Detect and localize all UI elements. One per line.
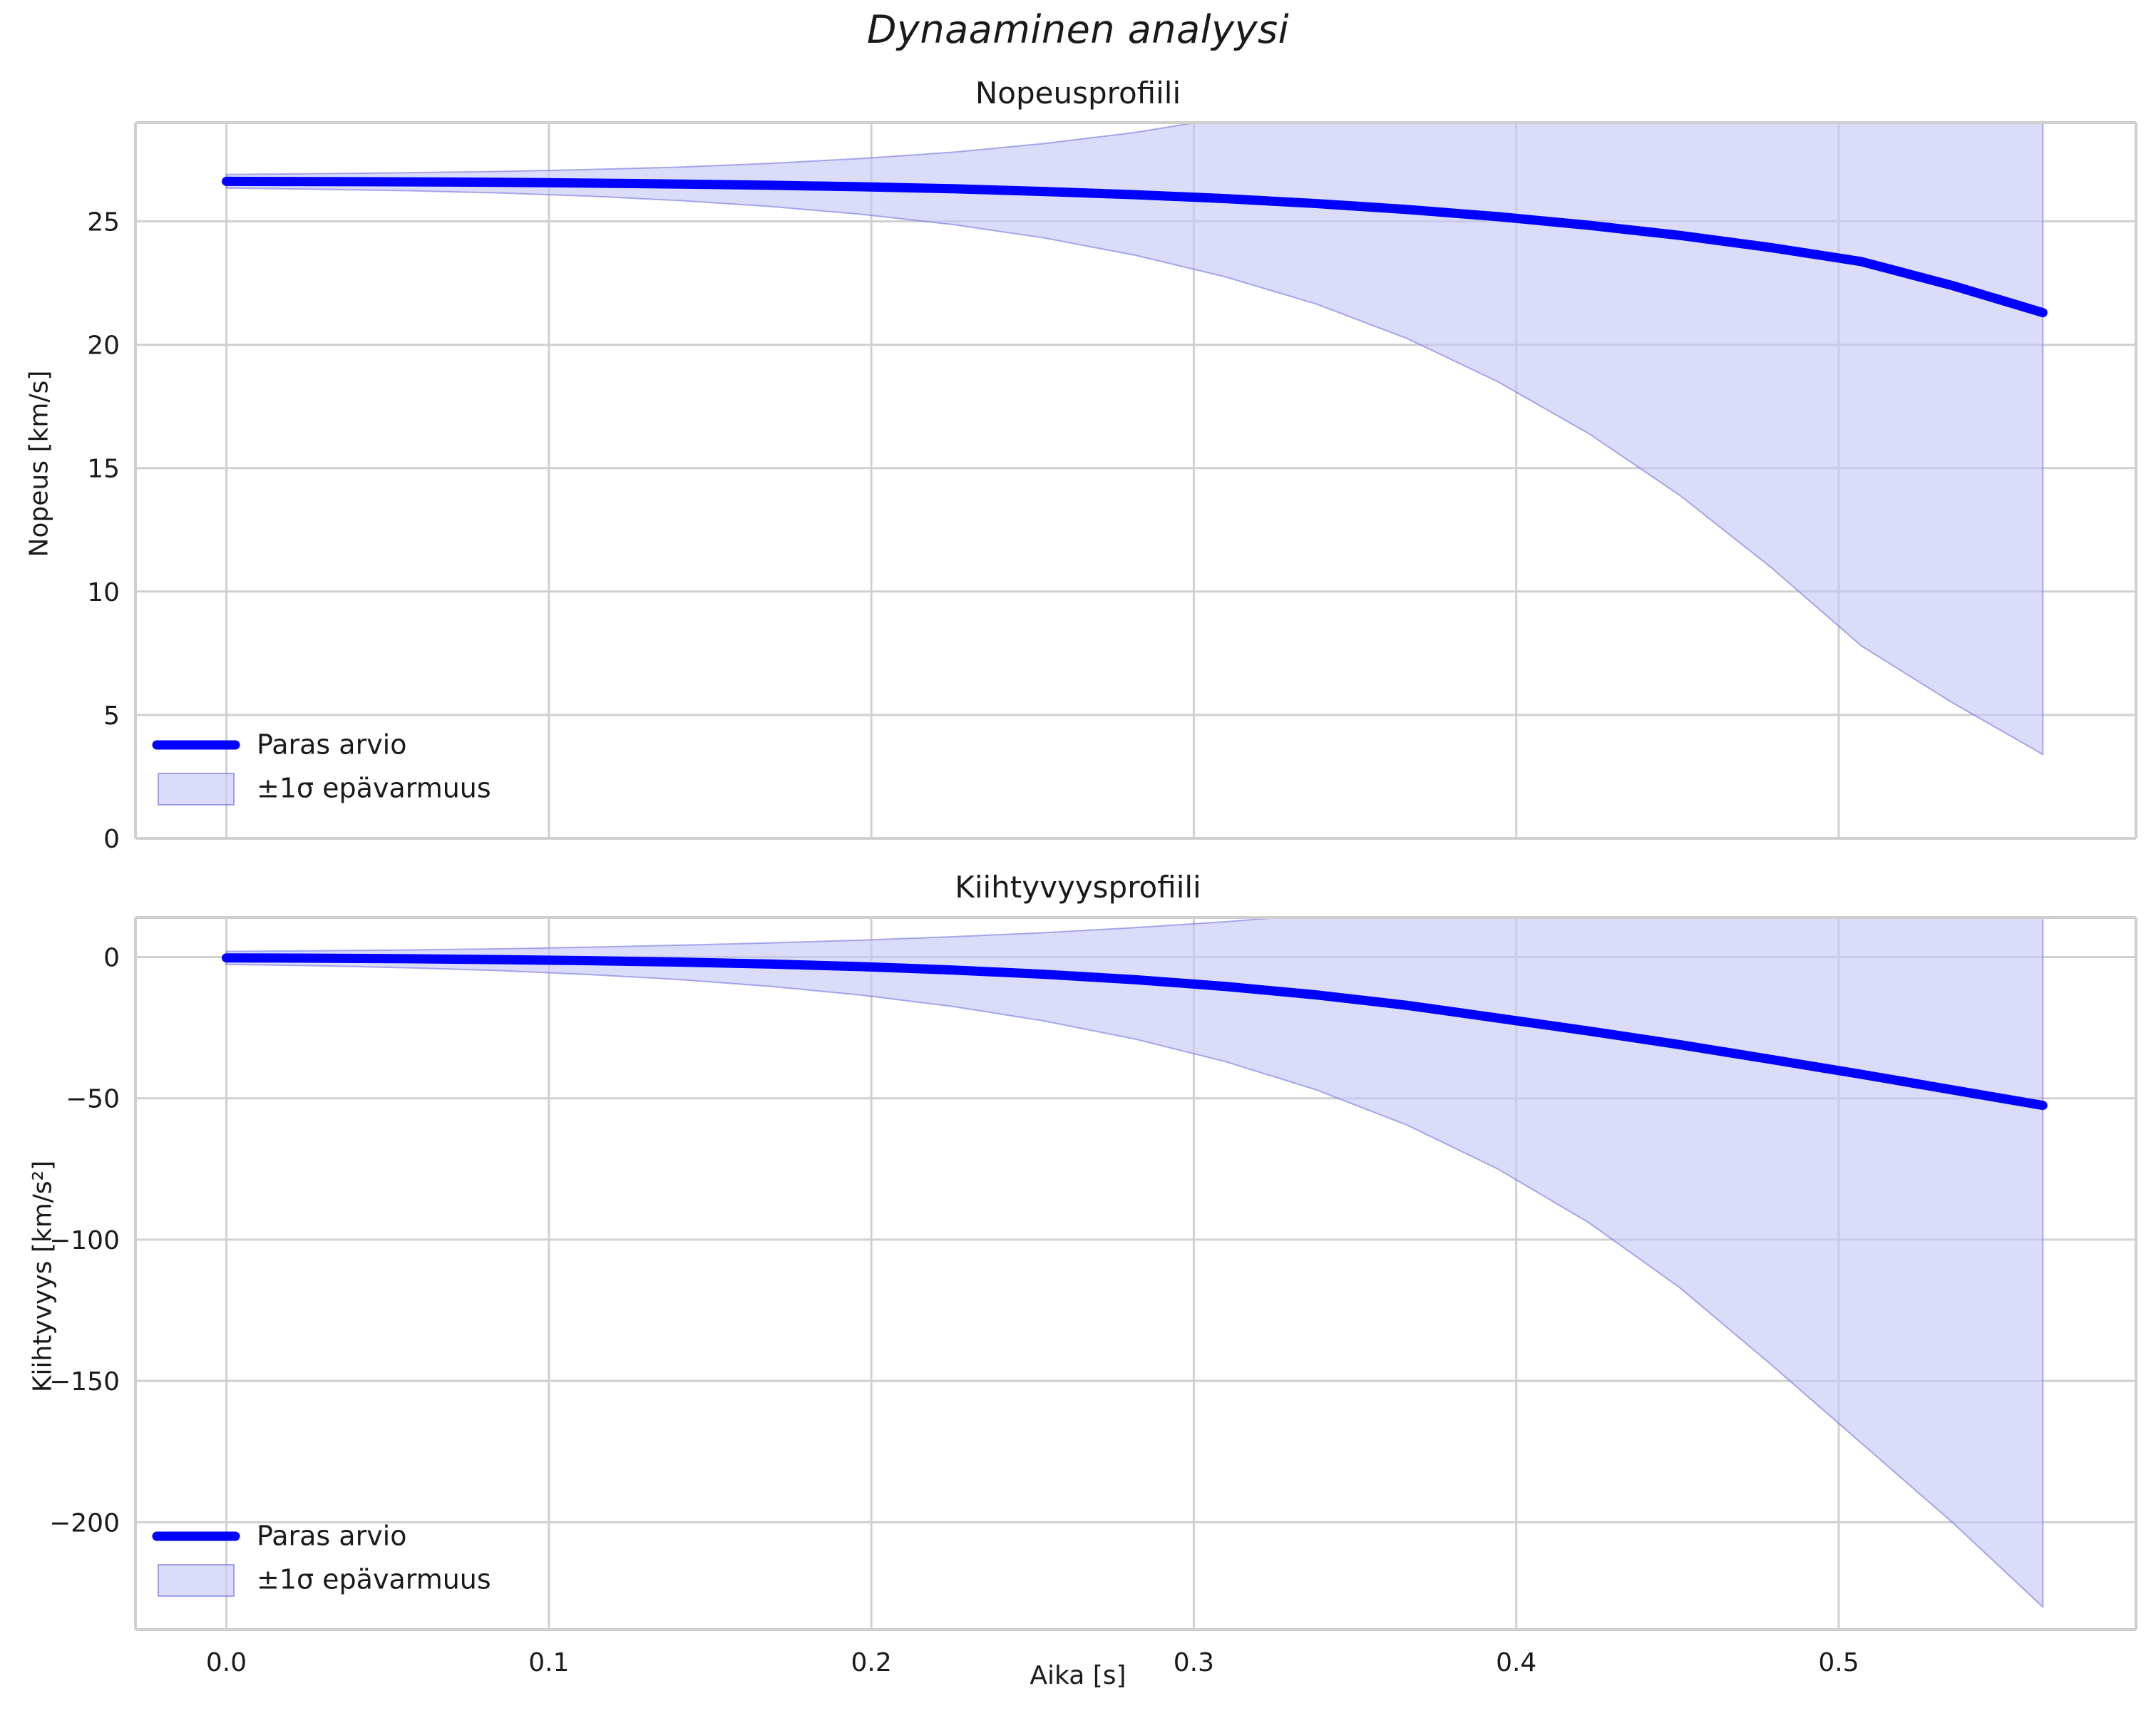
x-tick-label: 0.4 [1496, 1648, 1536, 1677]
subplot-title-acceleration: Kiihtyvyysprofiili [955, 870, 1201, 905]
uncertainty-band [225, 123, 2044, 756]
y-tick-label: 15 [87, 455, 120, 484]
x-tick-label: 0.1 [528, 1648, 569, 1677]
best-estimate-line [222, 176, 2048, 318]
y-tick-label: −100 [49, 1226, 120, 1255]
y-tick-label: 0 [103, 944, 120, 973]
figure-suptitle: Dynaaminen analyysi [866, 7, 1290, 52]
y-tick-label: 20 [87, 331, 120, 361]
y-tick-label: −50 [66, 1085, 120, 1114]
y-tick-label: 5 [103, 701, 120, 731]
legend-label-uncertainty: ±1σ epävarmuus [257, 773, 491, 804]
legend-label-best-estimate: Paras arvio [257, 1521, 406, 1552]
legend-swatch-band [158, 1564, 235, 1597]
x-tick-label: 0.5 [1818, 1648, 1859, 1677]
x-tick-label: 0.3 [1174, 1648, 1214, 1677]
legend: Paras arvio ±1σ epävarmuus [152, 729, 491, 806]
y-tick-label: −150 [49, 1367, 120, 1397]
legend: Paras arvio ±1σ epävarmuus [152, 1521, 491, 1597]
x-tick-label: 0.0 [206, 1648, 247, 1677]
legend-label-best-estimate: Paras arvio [257, 729, 406, 761]
y-tick-label: 25 [87, 207, 120, 237]
subplot-title-velocity: Nopeusprofiili [975, 76, 1181, 110]
legend-label-uncertainty: ±1σ epävarmuus [257, 1564, 491, 1595]
y-tick-label: −200 [49, 1508, 120, 1538]
x-tick-label: 0.2 [851, 1648, 891, 1677]
legend-swatch-band [158, 773, 235, 806]
y-tick-label: 10 [87, 578, 120, 607]
x-axis-label: Aika [s] [1030, 1661, 1126, 1690]
uncertainty-band [225, 917, 2044, 1609]
best-estimate-line [222, 953, 2048, 1111]
y-tick-label: 0 [103, 825, 120, 854]
